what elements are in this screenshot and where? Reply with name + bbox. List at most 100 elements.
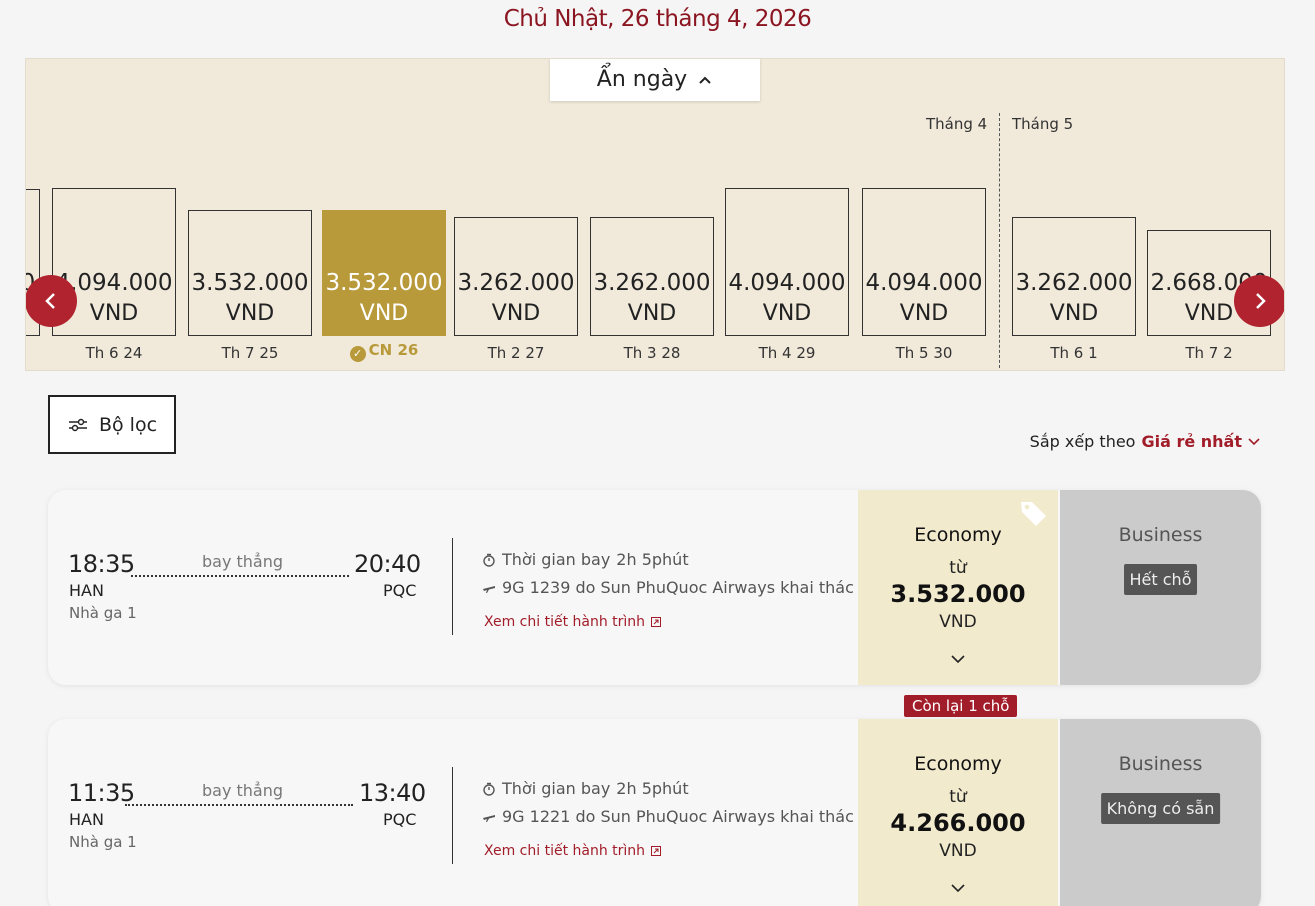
hide-dates-button[interactable]: Ẩn ngày [550,59,760,101]
duration-value: 2h 5phút [616,779,689,798]
month-label-may: Tháng 5 [1012,115,1074,133]
flight-card: 18:35 bay thẳng 20:40 HAN PQC Nhà ga 1 T… [48,490,1261,685]
filter-button[interactable]: Bộ lọc [48,395,176,454]
itinerary-detail-link[interactable]: Xem chi tiết hành trình [484,843,662,859]
day-price-bar[interactable]: 3.262.000 VND [454,217,578,336]
day-label[interactable]: Th 2 27 [454,344,578,362]
duration-label: Thời gian bay [502,779,611,798]
duration-label: Thời gian bay [502,550,611,569]
day-price-bar[interactable]: 4.094.000 VND [862,188,986,336]
economy-price: 3.532.000 [890,580,1026,608]
sort-value[interactable]: Giá rẻ nhất [1141,432,1242,451]
depart-time: 18:35 [68,550,135,578]
flight-card: 11:35 bay thẳng 13:40 HAN PQC Nhà ga 1 T… [48,719,1261,906]
day-price-bar[interactable]: 3.532.000 VND [322,210,446,336]
airplane-icon [483,814,495,822]
day-label-text: Th 2 27 [487,344,545,362]
external-link-icon [651,617,662,627]
day-price-bar[interactable]: 3.262.000 VND [590,217,714,336]
external-link-icon [651,846,662,856]
flight-duration: Thời gian bay 2h 5phút [482,550,689,569]
day-label[interactable]: ✓ CN 26 [322,341,446,362]
business-fare-option: Business Không có sẵn [1060,719,1261,906]
day-label-text: Th 4 29 [758,344,816,362]
fare-from: từ [949,787,967,807]
flight-duration: Thời gian bay 2h 5phút [482,779,689,798]
depart-time: 11:35 [68,779,135,807]
sold-out-badge: Hết chỗ [1123,564,1198,595]
terminal: Nhà ga 1 [69,833,137,851]
day-price-bar[interactable]: 4.094.000 VND [725,188,849,336]
chevron-up-icon [699,76,711,84]
day-label[interactable]: Th 6 24 [52,344,176,362]
day-price: 3.262.000 [593,270,711,296]
chevron-down-icon[interactable] [1248,436,1260,448]
itinerary-detail-link[interactable]: Xem chi tiết hành trình [484,614,662,630]
day-price-bar[interactable]: 3.532.000 VND [188,210,312,336]
day-currency: VND [627,301,677,326]
business-fare-option: Business Hết chỗ [1060,490,1261,685]
prev-dates-button[interactable] [26,275,77,327]
economy-fare-option[interactable]: Economy từ 3.532.000 VND [858,490,1058,685]
business-label: Business [1118,753,1203,775]
day-currency: VND [225,301,275,326]
day-label[interactable]: Th 7 2 [1147,344,1271,362]
duration-value: 2h 5phút [616,550,689,569]
operator-text: 9G 1239 do Sun PhuQuoc Airways khai thác [502,578,854,597]
check-circle-icon: ✓ [349,346,366,362]
next-dates-button[interactable] [1234,275,1284,327]
route-line [131,575,349,577]
day-label-text: Th 5 30 [895,344,953,362]
day-price-bar[interactable]: 3.262.000 VND [1012,217,1136,336]
day-label-text: Th 3 28 [623,344,681,362]
chevron-right-icon [1256,293,1266,309]
day-currency: VND [762,301,812,326]
day-label-text: CN 26 [368,341,419,359]
date-title: Chủ Nhật, 26 tháng 4, 2026 [503,6,812,32]
day-currency: VND [1049,301,1099,326]
sort-prefix: Sắp xếp theo [1029,432,1136,451]
day-price: 3.262.000 [457,270,575,296]
day-label-text: Th 6 1 [1050,344,1098,362]
day-currency: VND [899,301,949,326]
chevron-left-icon [45,293,55,309]
arrive-time: 20:40 [354,550,421,578]
day-currency: VND [1184,301,1234,326]
day-price: 3.262.000 [1015,270,1133,296]
day-price: 3.532.000 [191,270,309,296]
filter-icon [68,418,87,431]
day-label-text: Th 6 24 [85,344,143,362]
flight-operator: 9G 1239 do Sun PhuQuoc Airways khai thác [482,578,854,597]
flight-divider [452,538,453,635]
filter-label: Bộ lọc [98,413,158,436]
day-currency: VND [359,301,409,326]
unavailable-badge: Không có sẵn [1100,793,1221,824]
economy-fare-option[interactable]: Economy từ 4.266.000 VND [858,719,1058,906]
day-currency: VND [491,301,541,326]
business-label: Business [1118,524,1203,546]
nonstop-label: bay thẳng [202,781,284,800]
stopwatch-icon [483,553,495,567]
day-label-text: Th 7 2 [1185,344,1233,362]
date-calendar: Ẩn ngày Tháng 4 Tháng 5 0 4.094.000VNDTh… [25,58,1285,371]
flight-operator: 9G 1221 do Sun PhuQuoc Airways khai thác [482,807,854,826]
price-tag-icon [1021,502,1046,526]
economy-label: Economy [914,753,1002,775]
destination-code: PQC [383,581,417,600]
route-line [125,804,353,806]
day-price: 4.094.000 [865,270,983,296]
terminal: Nhà ga 1 [69,604,137,622]
flight-divider [452,767,453,864]
day-label[interactable]: Th 5 30 [862,344,986,362]
operator-text: 9G 1221 do Sun PhuQuoc Airways khai thác [502,807,854,826]
day-label[interactable]: Th 4 29 [725,344,849,362]
day-price: 4.094.000 [728,270,846,296]
fare-from: từ [949,558,967,578]
seats-left-badge: Còn lại 1 chỗ [904,695,1018,717]
hide-dates-label: Ẩn ngày [596,67,688,92]
sort-control: Sắp xếp theo Giá rẻ nhất [1030,432,1260,451]
day-label[interactable]: Th 7 25 [188,344,312,362]
detail-link-label: Xem chi tiết hành trình [484,843,646,859]
day-label[interactable]: Th 6 1 [1012,344,1136,362]
day-label[interactable]: Th 3 28 [590,344,714,362]
